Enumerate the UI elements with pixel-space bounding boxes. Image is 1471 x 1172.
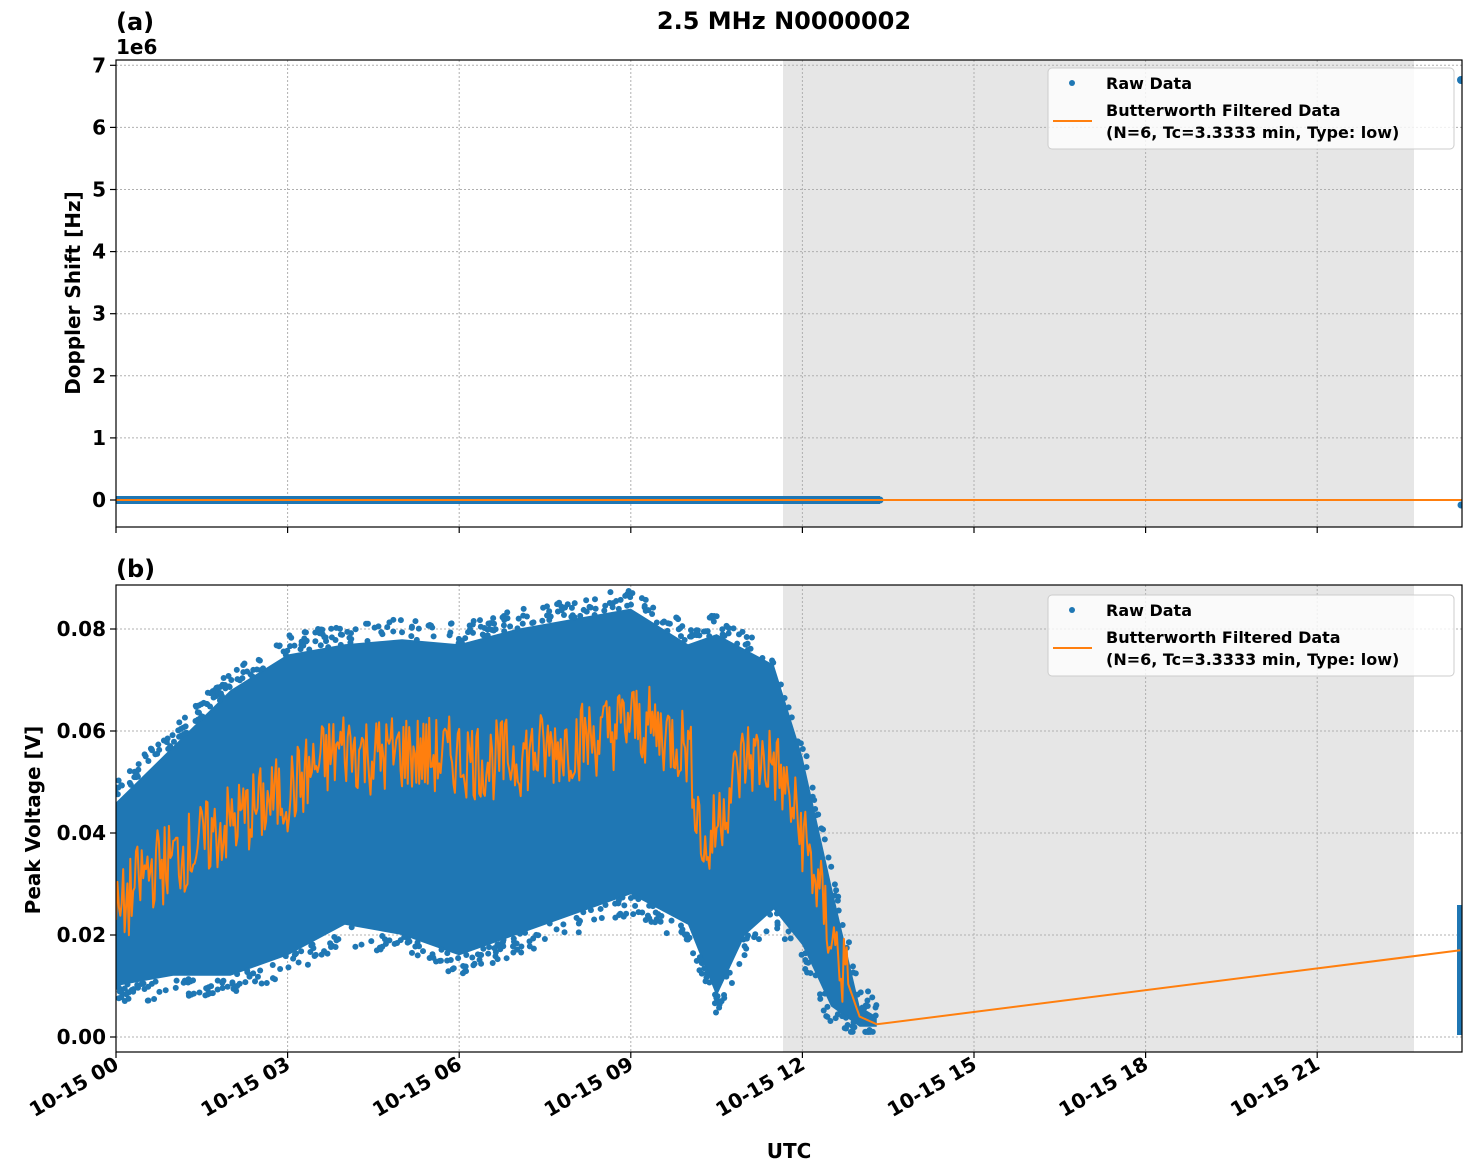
plot-area [116,587,1462,1035]
panel-label-a: (a) [116,8,154,36]
y-axis-ticks: 0.00 0.02 0.04 0.06 0.08 [57,617,116,1049]
raw-data-marker-icon [1069,80,1075,86]
x-tick-label: 10-15 00 [25,1052,123,1122]
y-tick-label: 0 [92,488,106,512]
y-tick-label: 2 [92,364,106,388]
y-tick-label: 0.02 [57,923,106,947]
legend: Raw Data Butterworth Filtered Data (N=6,… [1047,67,1455,150]
y-tick-label: 7 [92,53,106,77]
x-axis-ticks [115,527,1318,533]
y-tick-label: 5 [92,178,106,202]
legend: Raw Data Butterworth Filtered Data (N=6,… [1047,594,1455,677]
y-tick-label: 4 [92,240,106,264]
panel-b: 0.000.020.040.060.08 10-15 00 10-15 03 10-… [21,555,1463,1163]
legend-filtered-params: (N=6, Tc=3.3333 min, Type: low) [1106,650,1399,669]
y-tick-label: 6 [92,115,106,139]
x-tick-label: 10-15 06 [368,1052,466,1122]
y-tick-label: 1 [92,426,106,450]
axes-frame [115,584,1463,1053]
y-tick-label: 0.08 [57,617,106,641]
y-tick-label: 3 [92,302,106,326]
legend-box [1047,67,1455,150]
legend-filtered-label: Butterworth Filtered Data [1106,628,1341,647]
figure-title: 2.5 MHz N0000002 [657,7,911,35]
y-axis-label: Doppler Shift [Hz] [61,191,85,395]
x-tick-label: 10-15 21 [1226,1052,1324,1122]
raw-data-points [116,587,880,1035]
raw-data-outlier [1457,76,1462,84]
panel-label-b: (b) [116,555,155,583]
legend-box [1047,594,1455,677]
x-axis-label: UTC [767,1139,812,1163]
raw-data-end-cluster [1457,905,1462,1035]
x-tick-label: 10-15 09 [540,1052,638,1122]
y-axis-label: Peak Voltage [V] [21,726,45,915]
x-tick-label: 10-15 03 [197,1052,295,1122]
raw-data-outlier [1457,501,1462,509]
panel-a: 0 1 2 3 4 5 6 7 (a) 1e6 Doppler Shift [Hz] Raw … [61,8,1463,533]
x-tick-label: 10-15 12 [711,1052,809,1122]
x-tick-label: 10-15 15 [883,1052,981,1122]
y-tick-label: 0.04 [57,821,106,845]
axes-frame [115,59,1463,528]
x-axis-ticks: 10-15 00 10-15 03 10-15 06 10-15 09 10-15 12… [25,1052,1324,1122]
y-tick-label: 0.06 [57,719,106,743]
raw-data-series [116,608,877,1027]
raw-data-marker-icon [1069,607,1075,613]
y-axis-ticks: 0 1 2 3 4 5 6 7 [92,53,116,512]
legend-filtered-label: Butterworth Filtered Data [1106,101,1341,120]
plot-area [116,76,1462,509]
filtered-data-line [116,685,1461,1026]
y-tick-label: 0.00 [57,1025,106,1049]
x-tick-label: 10-15 18 [1055,1052,1153,1122]
legend-raw-label: Raw Data [1106,74,1192,93]
legend-filtered-params: (N=6, Tc=3.3333 min, Type: low) [1106,123,1399,142]
y-offset-text: 1e6 [116,35,157,59]
legend-raw-label: Raw Data [1106,601,1192,620]
